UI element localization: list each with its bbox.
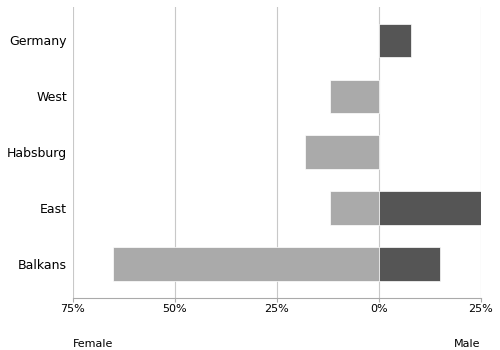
Text: Male: Male bbox=[454, 340, 480, 349]
Bar bbox=[305, 135, 378, 169]
Text: Female: Female bbox=[72, 340, 113, 349]
Bar bbox=[330, 191, 378, 225]
Bar bbox=[114, 247, 378, 281]
Bar bbox=[330, 79, 378, 113]
Bar bbox=[378, 247, 440, 281]
Bar bbox=[378, 24, 412, 57]
Bar bbox=[378, 191, 480, 225]
